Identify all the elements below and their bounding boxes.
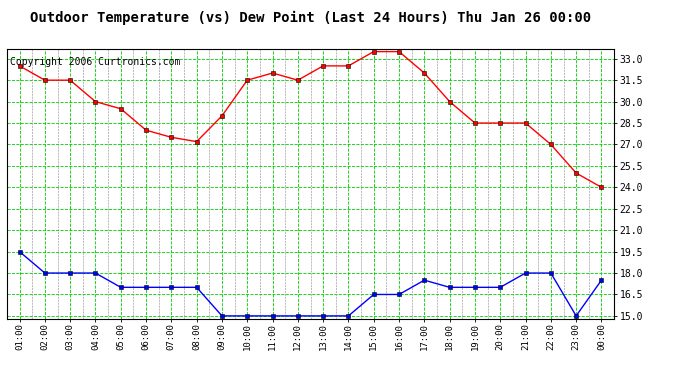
Text: Outdoor Temperature (vs) Dew Point (Last 24 Hours) Thu Jan 26 00:00: Outdoor Temperature (vs) Dew Point (Last… [30, 11, 591, 26]
Text: Copyright 2006 Curtronics.com: Copyright 2006 Curtronics.com [10, 57, 180, 67]
